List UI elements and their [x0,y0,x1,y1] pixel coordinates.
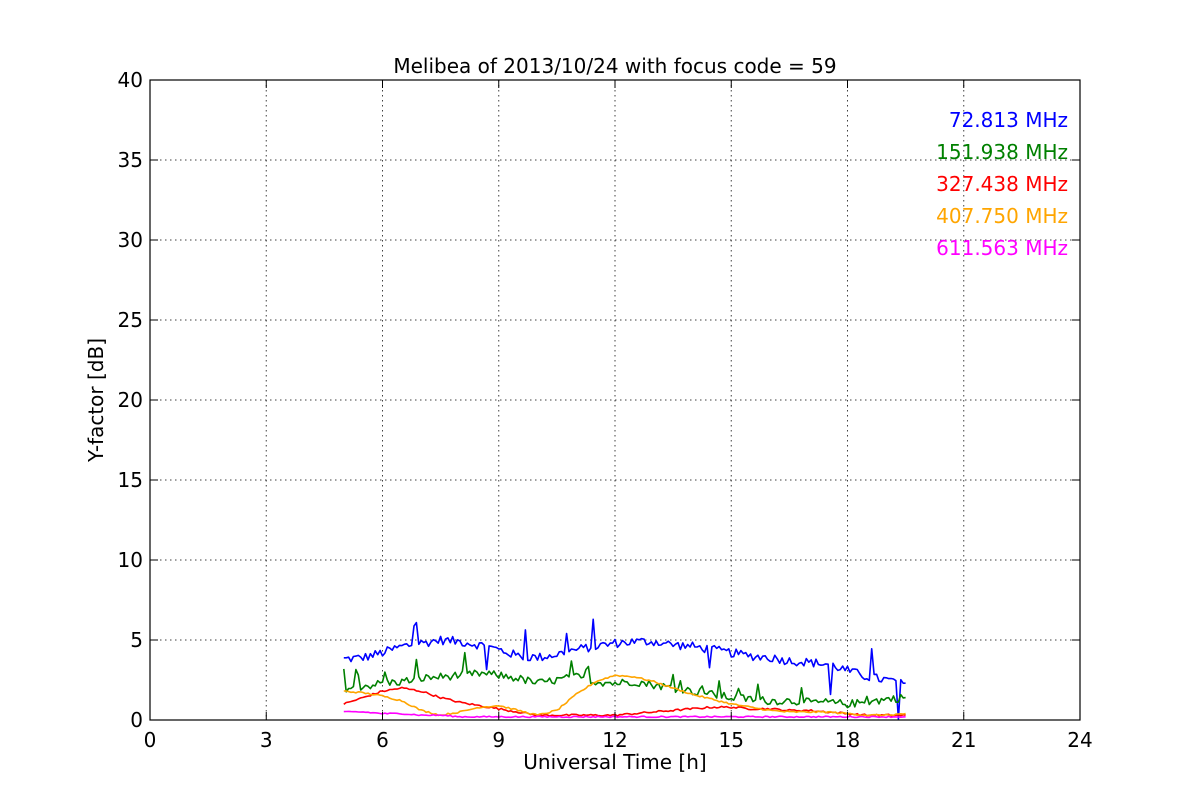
x-tick-label: 12 [602,728,627,752]
x-tick-label: 15 [719,728,744,752]
legend-entry-1: 72.813 MHz [949,108,1068,132]
legend-entry-4: 407.750 MHz [936,204,1068,228]
series-layer [343,618,906,721]
y-tick-label: 20 [118,388,143,412]
x-tick-label: 0 [144,728,157,752]
y-tick-label: 25 [118,308,143,332]
legend-entry-2: 151.938 MHz [936,140,1068,164]
x-tick-label: 9 [492,728,505,752]
series-line-3 [343,686,906,717]
chart-title: Melibea of 2013/10/24 with focus code = … [393,54,836,78]
x-axis-label: Universal Time [h] [523,750,706,774]
y-axis-label: Y-factor [dB] [84,338,108,463]
x-tick-label: 6 [376,728,389,752]
legend-entry-3: 327.438 MHz [936,172,1068,196]
series-line-2 [343,651,906,709]
y-tick-label: 5 [130,628,143,652]
x-tick-label: 3 [260,728,273,752]
legend: 72.813 MHz 151.938 MHz 327.438 MHz 407.750 … [936,108,1068,260]
x-tick-label: 21 [951,728,976,752]
x-tick-label: 24 [1067,728,1092,752]
series-line-1 [343,618,906,721]
y-tick-label: 40 [118,68,143,92]
x-tick-label: 18 [835,728,860,752]
series-line-5 [343,710,906,719]
y-tick-label: 30 [118,228,143,252]
y-tick-label: 0 [130,708,143,732]
y-tick-label: 10 [118,548,143,572]
y-tick-label: 35 [118,148,143,172]
legend-entry-5: 611.563 MHz [936,236,1068,260]
axis-ticks: 0 3 6 9 12 15 18 21 24 0 5 10 15 20 25 30 35 40 [118,68,1093,752]
grid [150,80,1080,720]
y-tick-label: 15 [118,468,143,492]
